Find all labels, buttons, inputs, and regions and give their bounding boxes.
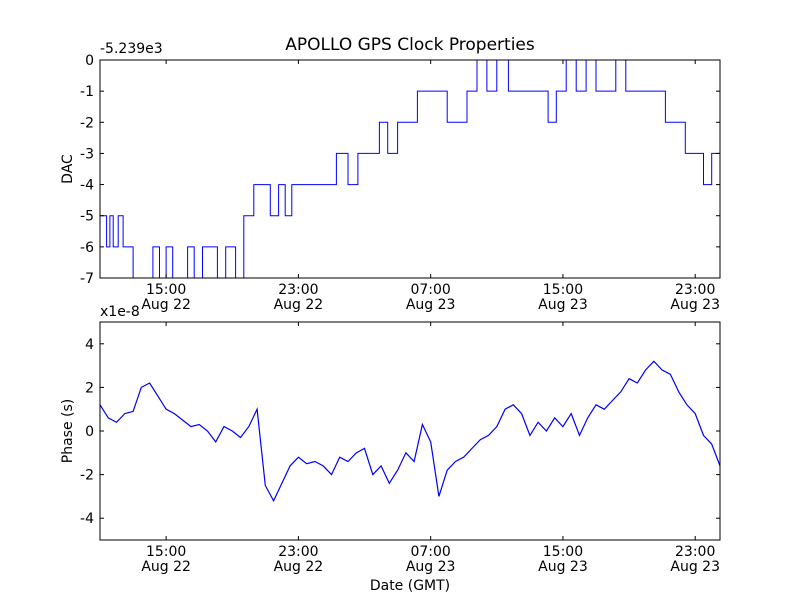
bottom-x-tick-date: Aug 23: [670, 559, 720, 575]
bottom-y-axis-label: Phase (s): [60, 399, 76, 463]
top-x-tick-time: 15:00: [543, 282, 583, 298]
bottom-plot-area: [99, 360, 721, 503]
top-x-tick-date: Aug 22: [274, 297, 324, 313]
top-x-tick-time: 23:00: [278, 282, 318, 298]
top-y-tick-label: -7: [80, 271, 94, 287]
bottom-x-tick-time: 07:00: [410, 544, 450, 560]
top-x-tick-date: Aug 23: [538, 297, 588, 313]
top-y-tick-label: -4: [80, 178, 94, 194]
top-y-axis-label: DAC: [60, 154, 76, 184]
top-y-tick-label: -2: [80, 115, 94, 131]
bottom-x-tick-date: Aug 23: [406, 559, 456, 575]
bottom-x-tick-time: 23:00: [675, 544, 715, 560]
bottom-x-tick-date: Aug 22: [141, 559, 191, 575]
top-x-tick-time: 15:00: [146, 282, 186, 298]
top-x-tick-date: Aug 23: [670, 297, 720, 313]
bottom-y-tick-label: -2: [80, 468, 94, 484]
bottom-x-axis-label: Date (GMT): [370, 578, 450, 594]
top-y-tick-label: -3: [80, 146, 94, 162]
bottom-series-line-0: [99, 360, 721, 503]
bottom-y-ticks: 4 2 0 -2 -4: [80, 337, 720, 527]
bottom-y-tick-label: -4: [80, 511, 94, 527]
bottom-x-tick-time: 23:00: [278, 544, 318, 560]
top-y-tick-label: 0: [85, 53, 94, 69]
chart-title: APOLLO GPS Clock Properties: [285, 35, 535, 55]
top-y-tick-label: -1: [80, 84, 94, 100]
top-y-tick-label: -5: [80, 209, 94, 225]
bottom-y-tick-label: 2: [85, 380, 94, 396]
top-x-tick-date: Aug 23: [406, 297, 456, 313]
bottom-x-tick-time: 15:00: [146, 544, 186, 560]
bottom-y-tick-label: 4: [85, 337, 94, 353]
top-x-tick-time: 07:00: [410, 282, 450, 298]
bottom-y-tick-label: 0: [85, 424, 94, 440]
top-x-tick-time: 23:00: [675, 282, 715, 298]
bottom-x-tick-time: 15:00: [543, 544, 583, 560]
top-y-tick-label: -6: [80, 240, 94, 256]
bottom-offset-label: x1e-8: [100, 304, 140, 320]
bottom-x-tick-date: Aug 22: [274, 559, 324, 575]
top-y-ticks: 0 -1 -2 -3 -4 -5 -6 -7: [80, 53, 720, 287]
top-offset-label: -5.239e3: [100, 41, 163, 57]
top-axes-frame: [99, 59, 721, 279]
bottom-x-tick-date: Aug 23: [538, 559, 588, 575]
top-x-tick-date: Aug 22: [141, 297, 191, 313]
